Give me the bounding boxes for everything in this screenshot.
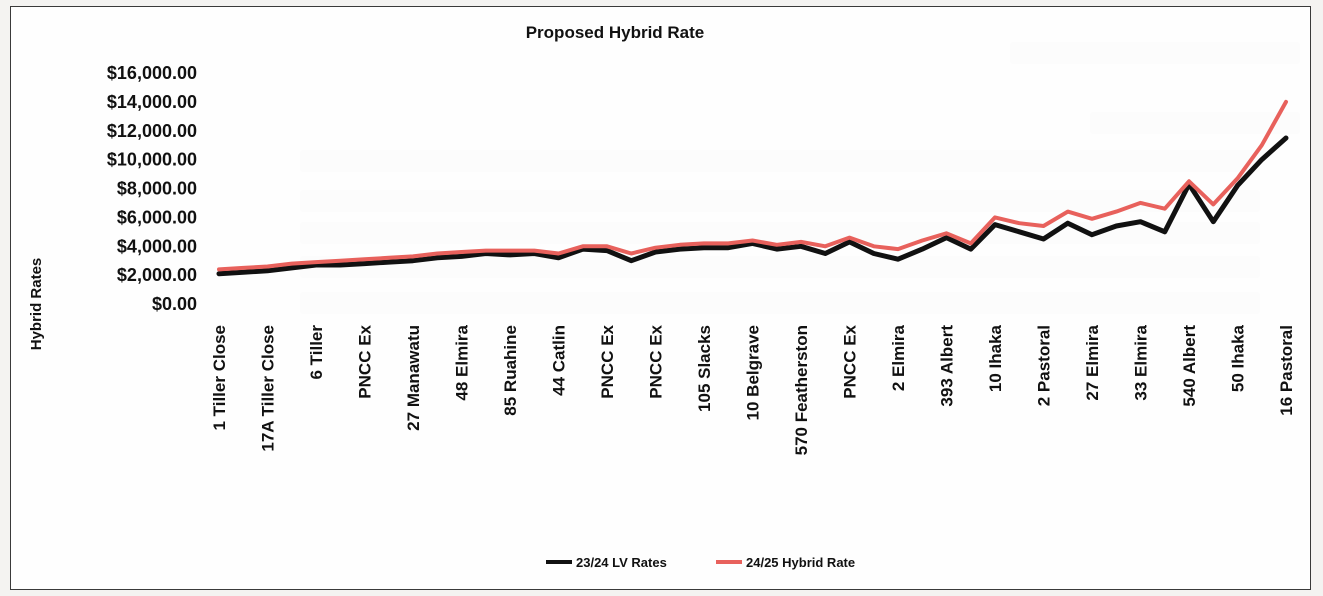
x-tick-label: 10 Belgrave xyxy=(744,325,763,420)
x-tick-label: 50 Ihaka xyxy=(1229,324,1248,392)
x-tick-label: 27 Manawatu xyxy=(404,325,423,431)
x-tick-label: PNCC Ex xyxy=(356,324,375,398)
x-tick-label: 44 Catlin xyxy=(550,325,569,396)
x-tick-label: 10 Ihaka xyxy=(986,324,1005,392)
x-tick-label: 1 Tiller Close xyxy=(210,325,229,431)
y-tick-label: $12,000.00 xyxy=(107,121,197,141)
legend-label: 24/25 Hybrid Rate xyxy=(746,555,855,570)
y-tick-label: $6,000.00 xyxy=(117,207,197,227)
x-tick-label: 570 Featherston xyxy=(792,325,811,455)
x-tick-label: 33 Elmira xyxy=(1132,324,1151,400)
y-tick-label: $2,000.00 xyxy=(117,265,197,285)
legend-label: 23/24 LV Rates xyxy=(576,555,667,570)
x-tick-label: 540 Albert xyxy=(1180,325,1199,407)
y-tick-label: $0.00 xyxy=(152,294,197,314)
y-tick-label: $14,000.00 xyxy=(107,92,197,112)
x-tick-label: 17A Tiller Close xyxy=(259,325,278,452)
x-tick-label: 48 Elmira xyxy=(453,324,472,400)
series-line xyxy=(216,135,1289,277)
legend: 23/24 LV Rates 24/25 Hybrid Rate xyxy=(546,555,855,570)
line-chart: Proposed Hybrid Rate Hybrid Rates $0.00$… xyxy=(28,23,1296,570)
x-axis-ticks: 1 Tiller Close 17A Tiller Close 6 Tiller PN… xyxy=(210,324,1296,455)
x-tick-label: 85 Ruahine xyxy=(501,325,520,416)
x-tick-label: 105 Slacks xyxy=(695,325,714,412)
x-tick-label: PNCC Ex xyxy=(841,324,860,398)
y-axis-label: Hybrid Rates xyxy=(28,258,45,351)
x-tick-label: 2 Pastoral xyxy=(1035,325,1054,406)
y-axis-ticks: $0.00 $2,000.00 $4,000.00 $6,000.00 $8,000.0… xyxy=(107,63,197,314)
y-tick-label: $8,000.00 xyxy=(117,179,197,199)
y-tick-label: $10,000.00 xyxy=(107,150,197,170)
x-tick-label: 393 Albert xyxy=(938,325,957,407)
y-tick-label: $4,000.00 xyxy=(117,236,197,256)
series-line xyxy=(217,99,1288,272)
x-tick-label: 16 Pastoral xyxy=(1277,325,1296,416)
chart-frame: Proposed Hybrid Rate Hybrid Rates $0.00 $… xyxy=(10,6,1311,590)
x-tick-label: 27 Elmira xyxy=(1083,324,1102,400)
x-tick-label: PNCC Ex xyxy=(598,324,617,398)
series-lines xyxy=(216,99,1289,277)
x-tick-label: PNCC Ex xyxy=(647,324,666,398)
x-tick-label: 6 Tiller xyxy=(307,325,326,380)
y-tick-label: $16,000.00 xyxy=(107,63,197,83)
x-tick-label: 2 Elmira xyxy=(889,324,908,391)
chart-title: Proposed Hybrid Rate xyxy=(526,23,705,42)
